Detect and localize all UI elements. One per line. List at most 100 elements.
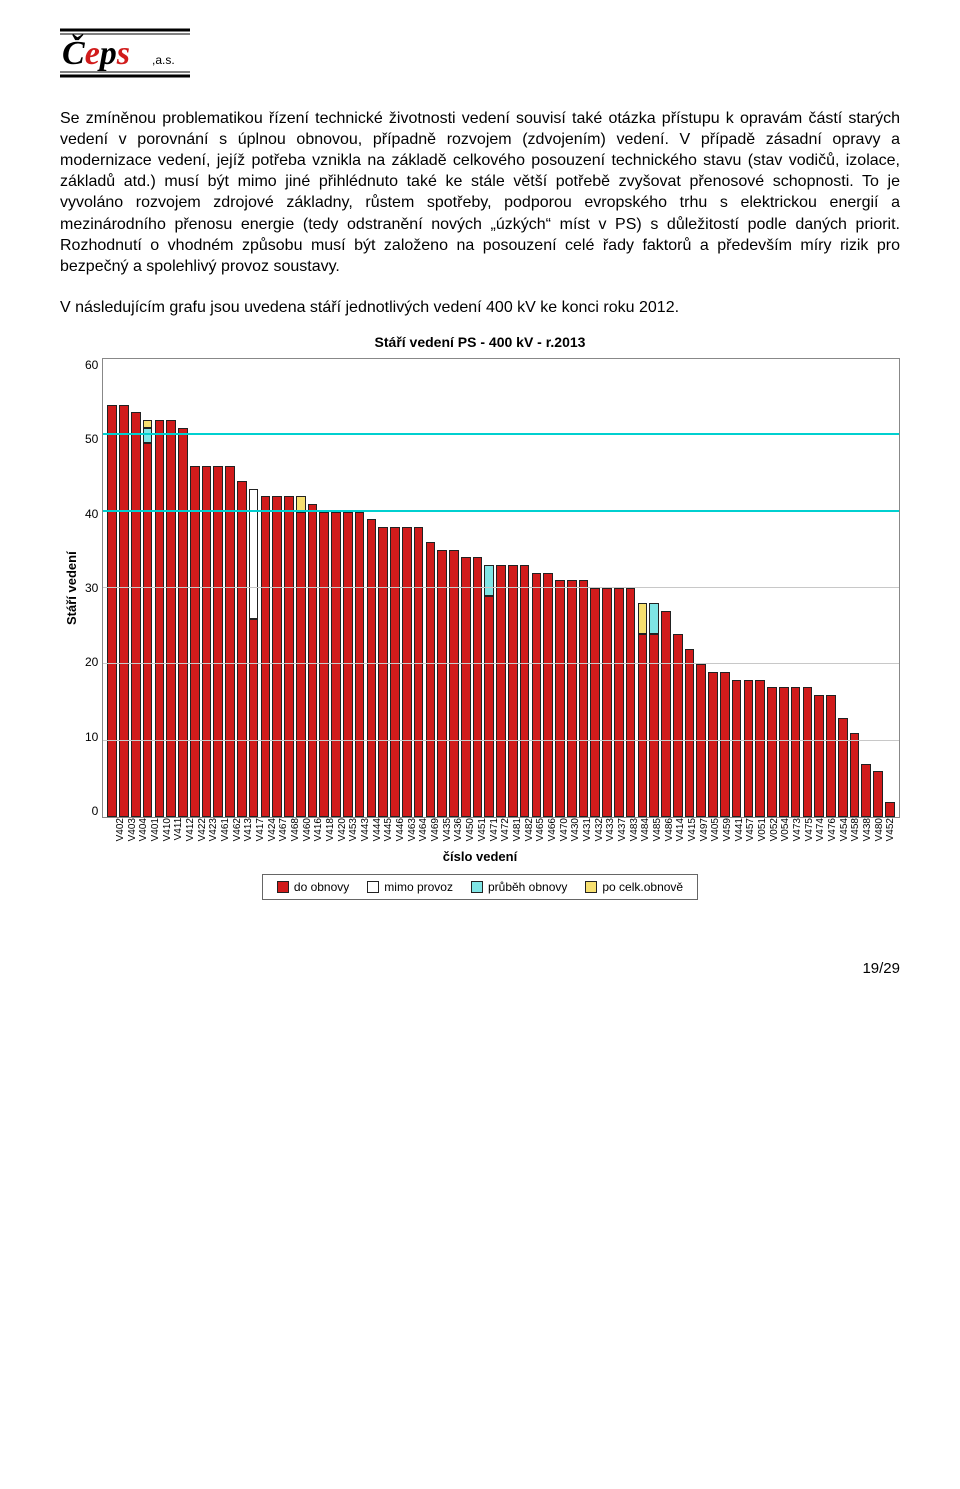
xtick: V431 — [582, 818, 594, 843]
chart-xlabel: číslo vedení — [60, 849, 900, 864]
ytick: 50 — [85, 432, 98, 446]
xtick: V459 — [722, 818, 734, 843]
xtick: V452 — [885, 818, 897, 843]
svg-text:,a.s.: ,a.s. — [152, 53, 175, 67]
chart-bar — [413, 359, 425, 817]
chart-bar — [672, 359, 684, 817]
chart-bar — [260, 359, 272, 817]
xtick: V453 — [348, 818, 360, 843]
xtick: V418 — [325, 818, 337, 843]
legend-item: průběh obnovy — [471, 880, 567, 894]
chart-bar — [212, 359, 224, 817]
xtick: V482 — [524, 818, 536, 843]
xtick: V457 — [745, 818, 757, 843]
chart-bar — [448, 359, 460, 817]
xtick: V416 — [313, 818, 325, 843]
chart-bar — [731, 359, 743, 817]
chart-bar — [201, 359, 213, 817]
xtick: V480 — [874, 818, 886, 843]
xtick: V432 — [594, 818, 606, 843]
legend-item: po celk.obnově — [585, 880, 683, 894]
chart-bar — [248, 359, 260, 817]
chart-bar — [106, 359, 118, 817]
chart-bar — [460, 359, 472, 817]
xtick: V433 — [605, 818, 617, 843]
chart-bar — [295, 359, 307, 817]
xtick: V484 — [640, 818, 652, 843]
chart-bar — [778, 359, 790, 817]
chart-bar — [872, 359, 884, 817]
xtick: V481 — [512, 818, 524, 843]
xtick: V430 — [570, 818, 582, 843]
chart-bar — [743, 359, 755, 817]
chart-bar — [837, 359, 849, 817]
chart-block: Stáří vedení PS - 400 kV - r.2013 Stáří … — [60, 334, 900, 900]
chart-bar — [589, 359, 601, 817]
xtick: V445 — [383, 818, 395, 843]
chart-bar — [660, 359, 672, 817]
chart-bar — [684, 359, 696, 817]
xtick: V403 — [127, 818, 139, 843]
xtick: V415 — [687, 818, 699, 843]
chart-bar — [401, 359, 413, 817]
chart-bar — [177, 359, 189, 817]
xtick: V471 — [489, 818, 501, 843]
chart-bar — [519, 359, 531, 817]
xtick: V450 — [465, 818, 477, 843]
xtick: V422 — [197, 818, 209, 843]
legend-item: do obnovy — [277, 880, 349, 894]
body-paragraph-2: V následujícím grafu jsou uvedena stáří … — [60, 297, 900, 318]
chart-bar — [153, 359, 165, 817]
chart-bar — [766, 359, 778, 817]
chart-bar — [625, 359, 637, 817]
xtick: V451 — [477, 818, 489, 843]
chart-yaxis: 6050403020100 — [83, 358, 102, 818]
xtick: V424 — [267, 818, 279, 843]
chart-bar — [271, 359, 283, 817]
chart-bar — [719, 359, 731, 817]
chart-bar — [483, 359, 495, 817]
xtick: V402 — [115, 818, 127, 843]
chart-bar — [377, 359, 389, 817]
xtick: V497 — [699, 818, 711, 843]
xtick: V464 — [418, 818, 430, 843]
chart-bar — [495, 359, 507, 817]
chart-bar — [283, 359, 295, 817]
chart-bar — [472, 359, 484, 817]
xtick: V417 — [255, 818, 267, 843]
chart-title: Stáří vedení PS - 400 kV - r.2013 — [60, 334, 900, 350]
xtick: V463 — [407, 818, 419, 843]
xtick: V438 — [862, 818, 874, 843]
chart-bar — [542, 359, 554, 817]
xtick: V474 — [815, 818, 827, 843]
xtick: V468 — [290, 818, 302, 843]
xtick: V466 — [547, 818, 559, 843]
ytick: 40 — [85, 507, 98, 521]
xtick: V465 — [535, 818, 547, 843]
xtick: V469 — [430, 818, 442, 843]
chart-bar — [613, 359, 625, 817]
chart-bar — [236, 359, 248, 817]
chart-bar — [601, 359, 613, 817]
xtick: V461 — [220, 818, 232, 843]
chart-bar — [530, 359, 542, 817]
chart-ylabel: Stáří vedení — [60, 358, 83, 818]
chart-bar — [424, 359, 436, 817]
chart-bar — [578, 359, 590, 817]
xtick: V423 — [208, 818, 220, 843]
chart-bar — [554, 359, 566, 817]
chart-bar — [884, 359, 896, 817]
ytick: 0 — [85, 804, 98, 818]
xtick: V420 — [337, 818, 349, 843]
xtick: V446 — [395, 818, 407, 843]
body-paragraph-1: Se zmíněnou problematikou řízení technic… — [60, 108, 900, 277]
chart-bar — [130, 359, 142, 817]
chart-bar — [142, 359, 154, 817]
svg-text:Čeps: Čeps — [62, 34, 130, 72]
xtick: V472 — [500, 818, 512, 843]
xtick: V473 — [792, 818, 804, 843]
chart-bar — [860, 359, 872, 817]
xtick: V475 — [804, 818, 816, 843]
xtick: V411 — [173, 818, 185, 843]
xtick: V441 — [734, 818, 746, 843]
